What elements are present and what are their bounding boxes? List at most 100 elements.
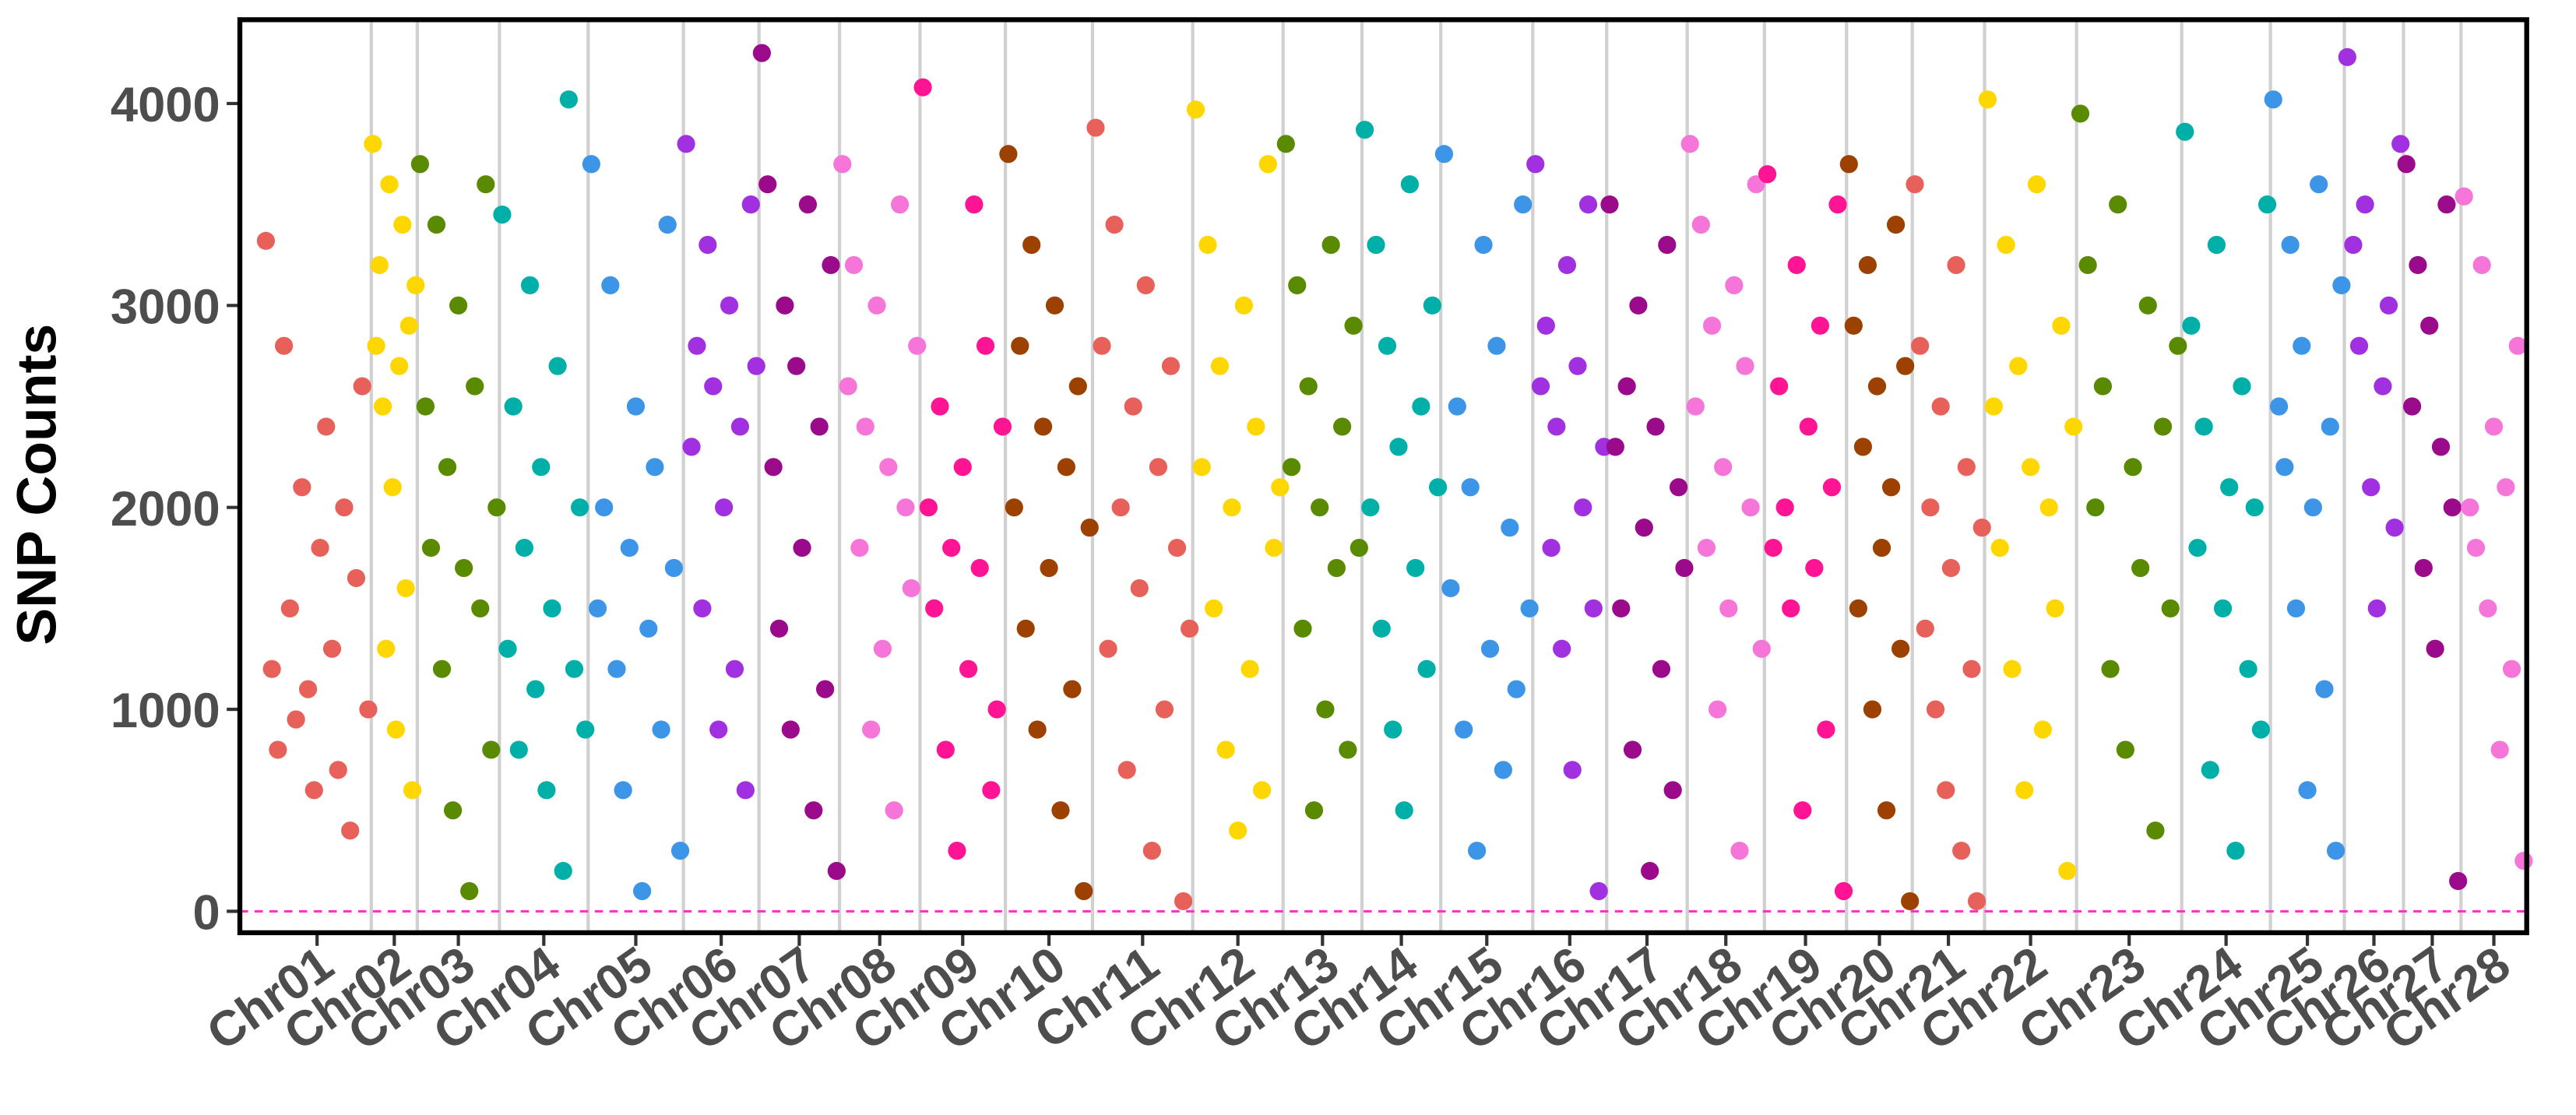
point	[699, 235, 717, 255]
point	[2326, 842, 2345, 860]
point	[844, 255, 864, 275]
point	[1984, 397, 2003, 416]
point	[515, 538, 533, 558]
point	[1526, 155, 1545, 174]
point	[815, 680, 835, 698]
point	[1877, 801, 1896, 820]
point	[2437, 195, 2456, 214]
point	[626, 397, 646, 416]
point	[1210, 357, 1230, 375]
point	[1714, 458, 1733, 477]
point	[2046, 599, 2064, 617]
point	[2286, 599, 2306, 617]
point	[359, 700, 378, 719]
point	[704, 377, 723, 396]
point	[1051, 801, 1070, 820]
point	[1480, 639, 1500, 658]
point	[1186, 100, 1205, 119]
point	[1304, 801, 1324, 820]
point	[2466, 538, 2486, 558]
point	[432, 660, 452, 678]
point	[1834, 881, 1853, 901]
point	[2052, 316, 2071, 335]
point	[1901, 892, 1920, 911]
point	[1327, 558, 1346, 578]
point	[879, 458, 898, 477]
point	[1686, 397, 1705, 416]
point	[256, 231, 276, 250]
point	[2116, 740, 2134, 759]
point	[1542, 538, 1561, 558]
point	[2058, 861, 2077, 881]
point	[2003, 660, 2022, 678]
point	[416, 397, 435, 416]
point	[2344, 235, 2363, 255]
point	[1520, 599, 1539, 617]
point	[999, 145, 1018, 164]
point	[1957, 458, 1976, 477]
point	[399, 316, 418, 335]
point	[1234, 296, 1253, 315]
point	[2332, 276, 2351, 294]
point	[993, 417, 1012, 436]
point	[2426, 639, 2444, 658]
point	[2514, 851, 2533, 871]
point	[1811, 316, 1829, 335]
point	[2201, 761, 2219, 779]
point	[913, 78, 932, 97]
point	[287, 710, 305, 729]
point	[311, 538, 329, 558]
point	[741, 195, 760, 214]
point	[1635, 519, 1653, 537]
point	[1461, 478, 1480, 497]
point	[1578, 195, 1598, 214]
point	[2431, 438, 2451, 456]
point	[262, 660, 281, 678]
point	[736, 781, 755, 800]
point	[1911, 336, 1930, 355]
point	[1045, 296, 1065, 315]
point	[1612, 599, 1631, 617]
point	[2362, 478, 2381, 497]
point	[1367, 235, 1385, 255]
point	[554, 861, 572, 881]
point	[1258, 155, 1277, 174]
point	[2461, 498, 2479, 517]
point	[2131, 558, 2150, 578]
point	[873, 639, 892, 658]
point	[970, 558, 989, 578]
point	[1417, 660, 1436, 678]
point	[2009, 357, 2028, 375]
point	[1709, 700, 1727, 719]
point	[1198, 235, 1217, 255]
point	[827, 861, 846, 881]
point	[576, 720, 595, 739]
point	[2315, 680, 2334, 698]
y-axis-label: SNP Counts	[6, 324, 69, 645]
point	[1344, 316, 1363, 335]
point	[537, 781, 556, 800]
point	[2409, 255, 2427, 275]
point	[959, 660, 978, 678]
point	[776, 296, 794, 315]
point	[2269, 397, 2289, 416]
point	[2367, 599, 2386, 617]
point	[1022, 235, 1041, 255]
point	[1702, 316, 1722, 335]
y-tick-label: 3000	[111, 280, 220, 335]
point	[1817, 720, 1835, 739]
point	[1093, 336, 1111, 355]
point	[2321, 417, 2339, 436]
point	[1276, 135, 1295, 153]
point	[2093, 377, 2113, 396]
point	[1142, 842, 1161, 860]
point	[304, 781, 323, 800]
point	[570, 498, 589, 517]
point	[1978, 90, 1997, 109]
point	[1931, 397, 1950, 416]
point	[1600, 195, 1619, 214]
point	[758, 175, 777, 194]
point	[438, 458, 457, 477]
point	[839, 377, 857, 396]
point	[1075, 881, 1093, 901]
